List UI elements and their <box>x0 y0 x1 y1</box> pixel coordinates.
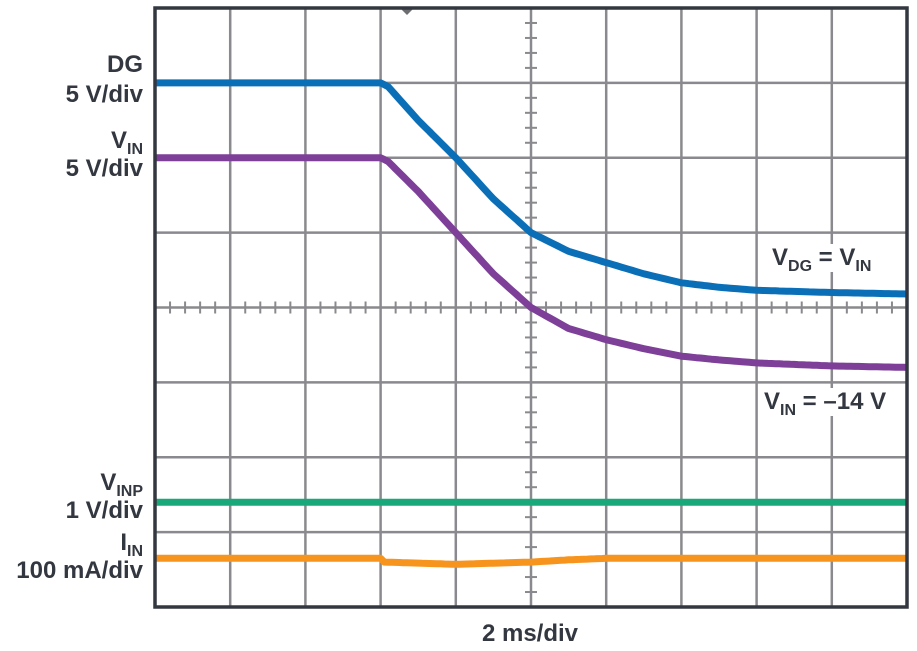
plot-frame <box>153 6 909 609</box>
x-axis-label: 2 ms/div <box>481 620 579 647</box>
label-vinp-name: VINP <box>100 469 143 500</box>
label-iin-name: IIN <box>120 529 143 560</box>
trace-vin <box>155 154 908 371</box>
label-vin-scale: 5 V/div <box>65 155 143 182</box>
label-iin-scale: 100 mA/div <box>16 557 143 584</box>
center-ticks <box>169 21 893 594</box>
trace-dg <box>155 79 908 298</box>
label-vin-name: VIN <box>110 127 143 158</box>
label-dg: DG 5 V/div <box>66 52 143 108</box>
label-vinp-scale: 1 V/div <box>65 497 143 524</box>
label-dg-scale: 5 V/div <box>65 81 143 108</box>
label-vin: VIN 5 V/div <box>66 128 143 182</box>
label-iin: IIN 100 mA/div <box>16 530 143 584</box>
annotation-vdg-equals-vin: VDG = VIN <box>768 244 876 275</box>
label-vinp: VINP 1 V/div <box>66 470 143 524</box>
trace-iin <box>155 554 907 568</box>
traces <box>155 79 908 568</box>
label-dg-name: DG <box>107 51 143 78</box>
annotation-vin-value: VIN = –14 V <box>760 388 891 419</box>
